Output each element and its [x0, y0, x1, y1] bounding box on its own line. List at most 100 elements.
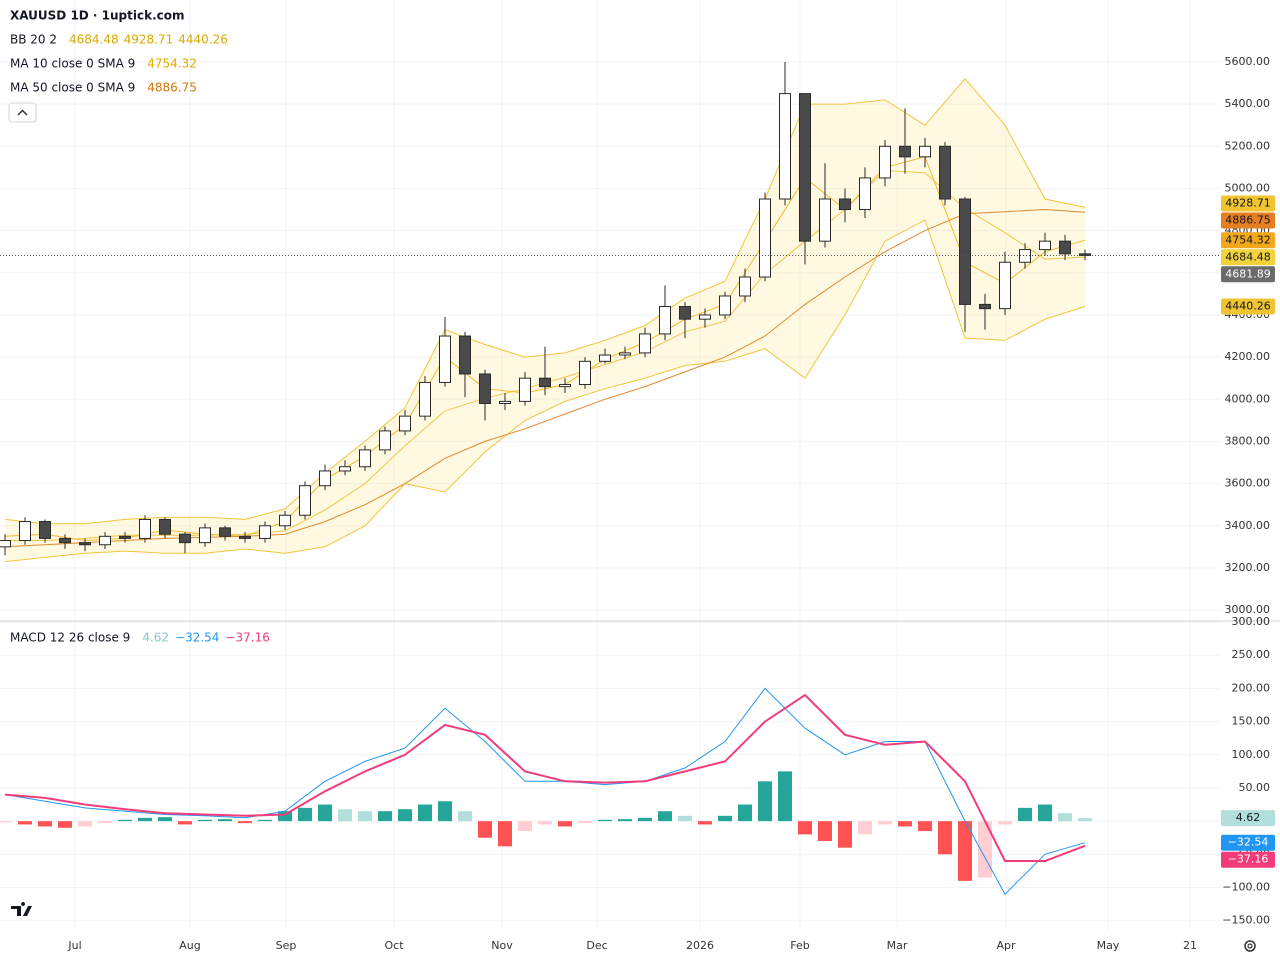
- collapse-button[interactable]: [8, 102, 37, 123]
- candle-body: [439, 335, 451, 383]
- histogram-bar: [878, 821, 892, 825]
- histogram-bar: [198, 819, 212, 822]
- candle-body: [239, 535, 251, 539]
- macd-line: [4, 693, 1086, 862]
- candle-body: [719, 295, 731, 316]
- histogram-bar: [598, 819, 612, 822]
- candle-body: [459, 335, 471, 375]
- histogram-bar: [418, 804, 432, 822]
- price-tag-label: 4.62: [1236, 811, 1261, 824]
- candle-body: [879, 145, 891, 179]
- candle-body: [519, 377, 531, 402]
- legend-value: −37.16: [225, 631, 269, 645]
- candle-body: [559, 384, 571, 388]
- histogram-bar: [1058, 813, 1072, 822]
- legend-value: 4684.48: [69, 33, 119, 47]
- candle-body: [819, 198, 831, 242]
- candle-body: [279, 514, 291, 527]
- histogram-bar: [18, 821, 32, 825]
- x-tick-label: 2026: [686, 939, 714, 952]
- y-tick-label: 3600.00: [1225, 477, 1271, 490]
- price-tag-label: 4754.32: [1225, 233, 1271, 246]
- collapse-icon[interactable]: [17, 109, 28, 116]
- y-tick-label: 50.00: [1239, 781, 1271, 794]
- plot: [0, 61, 1220, 896]
- y-tick-label: 200.00: [1232, 681, 1271, 694]
- histogram-bar: [638, 817, 652, 822]
- histogram-bar: [858, 821, 872, 835]
- candle-body: [619, 352, 631, 356]
- candle-body: [1079, 253, 1091, 257]
- candle-body: [799, 93, 811, 242]
- legend-value: 4886.75: [147, 81, 197, 95]
- x-tick-label: May: [1097, 939, 1120, 952]
- candle-body: [199, 527, 211, 544]
- candle-body: [219, 527, 231, 537]
- settings-button[interactable]: [1244, 940, 1256, 952]
- histogram-bar: [718, 815, 732, 822]
- settings-icon[interactable]: [1244, 940, 1256, 952]
- price-tag: [1221, 249, 1275, 266]
- price-tag: [1221, 834, 1275, 851]
- legend: BB 20 2 4684.48 4928.71 4440.26 MA 10 close …: [10, 33, 270, 645]
- y-tick-label: −150.00: [1222, 914, 1270, 927]
- y-tick-label: 5200.00: [1225, 139, 1271, 152]
- price-tag-label: 4440.26: [1225, 299, 1271, 312]
- y-tick-label: 4000.00: [1225, 392, 1271, 405]
- candle-body: [399, 415, 411, 432]
- candle-body: [959, 198, 971, 305]
- histogram-bar: [138, 817, 152, 822]
- collapse-button-frame[interactable]: [8, 102, 37, 123]
- histogram-bar: [278, 811, 292, 822]
- legend-value: 4.62: [142, 631, 169, 645]
- legend-value: 4440.26: [178, 33, 228, 47]
- tv-logo-mark[interactable]: [11, 902, 32, 916]
- price-tag: [1221, 851, 1275, 868]
- candle-body: [339, 466, 351, 472]
- histogram-bar: [118, 819, 132, 822]
- price-tag-label: −37.16: [1228, 853, 1269, 866]
- candle-body: [839, 198, 851, 211]
- candle-body: [499, 400, 511, 404]
- x-tick-label: Jul: [67, 939, 81, 952]
- legend-value: 4928.71: [124, 33, 174, 47]
- tv-logo[interactable]: [11, 902, 32, 916]
- candle-body: [779, 93, 791, 200]
- price-tag-label: 4928.71: [1225, 196, 1271, 209]
- candle-body: [679, 306, 691, 320]
- chart-title: XAUUSD 1D · 1uptick.com: [10, 9, 185, 23]
- candle-body: [119, 535, 131, 539]
- candle-body: [79, 542, 91, 546]
- histogram-bar: [778, 771, 792, 822]
- x-tick-label: Dec: [586, 939, 607, 952]
- settings-icon-core[interactable]: [1247, 943, 1253, 949]
- candle-body: [319, 470, 331, 487]
- band-fill: [5, 78, 1085, 562]
- y-tick-label: 5600.00: [1225, 55, 1271, 68]
- y-tick-label: −100.00: [1222, 881, 1270, 894]
- price-tag: [1221, 232, 1275, 249]
- histogram-bar: [998, 821, 1012, 825]
- legend-name: MA 10 close 0 SMA 9: [10, 57, 135, 71]
- histogram-bar: [1018, 807, 1032, 822]
- histogram-bar: [938, 821, 952, 855]
- histogram-bar: [818, 821, 832, 842]
- candle-body: [99, 535, 111, 546]
- candle-body: [159, 518, 171, 535]
- candle-body: [899, 145, 911, 158]
- candle-body: [1059, 240, 1071, 255]
- histogram-bar: [258, 819, 272, 822]
- histogram-bar: [898, 821, 912, 827]
- histogram-bar: [338, 809, 352, 822]
- y-tick-label: 3200.00: [1225, 561, 1271, 574]
- price-tag-label: −32.54: [1228, 836, 1269, 849]
- y-tick-label: 3800.00: [1225, 434, 1271, 447]
- y-tick-label: 250.00: [1232, 648, 1271, 661]
- histogram-bar: [158, 817, 172, 822]
- candle-body: [1039, 240, 1051, 251]
- x-tick-label: Nov: [491, 939, 513, 952]
- candle-body: [39, 521, 51, 539]
- candle-body: [919, 145, 931, 158]
- histogram-bar: [58, 821, 72, 828]
